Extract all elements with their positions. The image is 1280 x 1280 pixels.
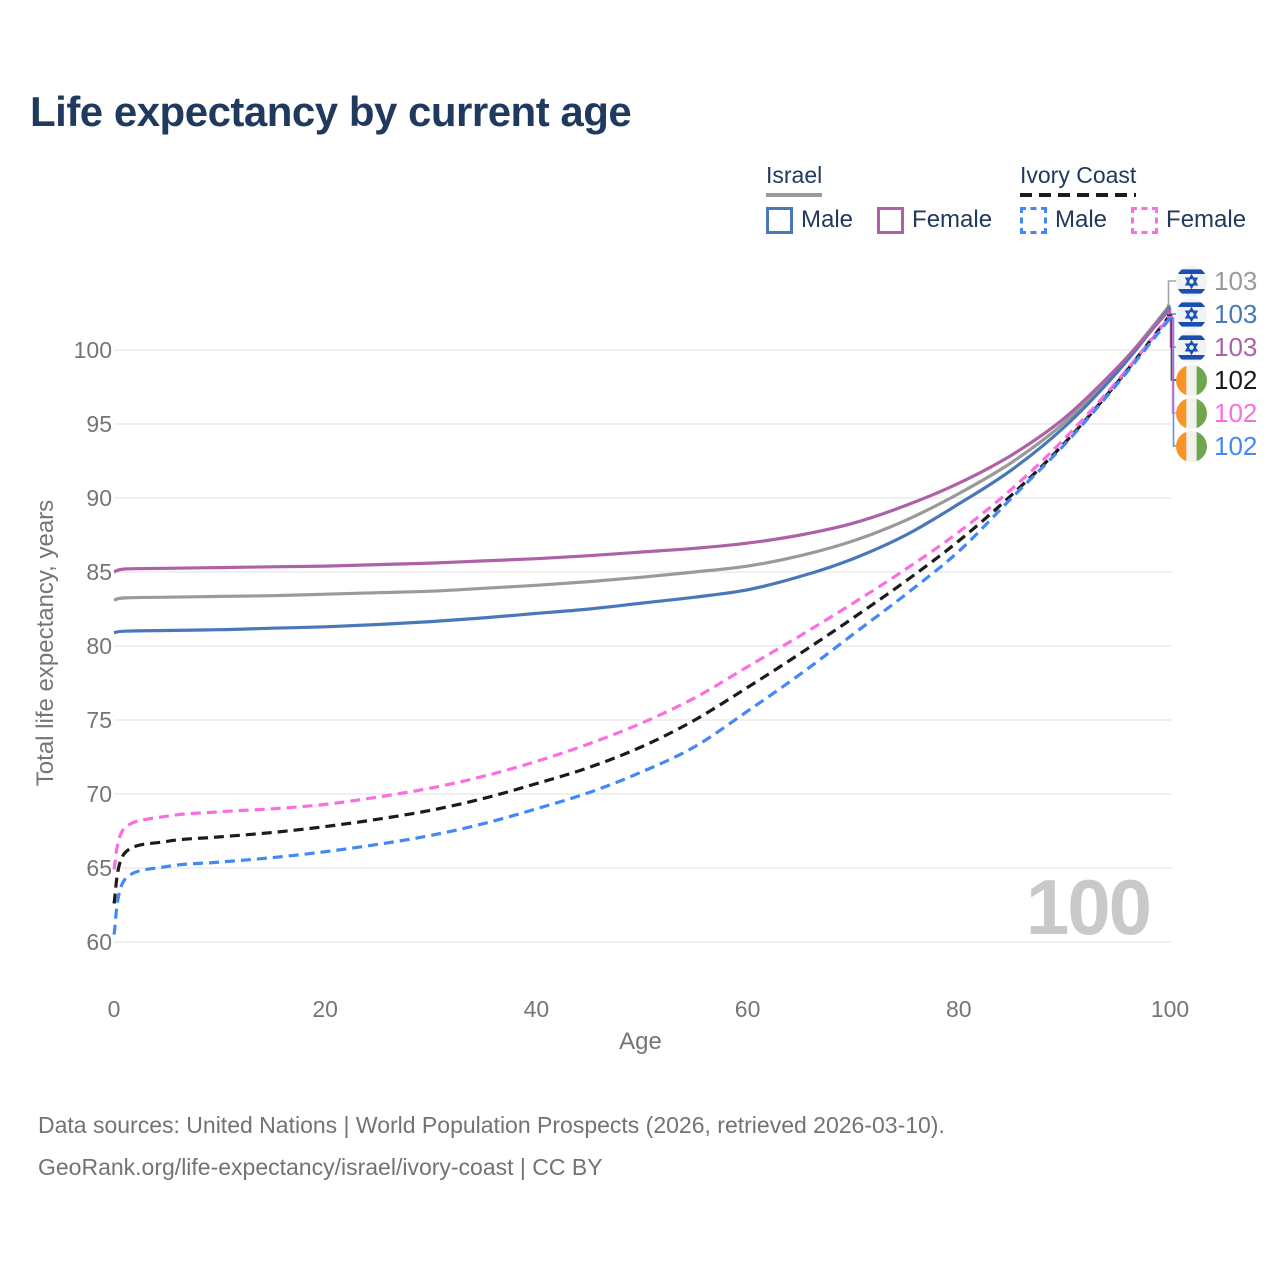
y-tick-label: 95 <box>86 411 112 437</box>
ivory-coast-male-swatch-icon <box>1020 206 1047 234</box>
legend-item-label: Male <box>1055 206 1108 233</box>
label-connector-israel <box>1167 280 1176 306</box>
right-label-row: 103 <box>1176 298 1257 330</box>
footer-attribution: GeoRank.org/life-expectancy/israel/ivory… <box>38 1154 603 1180</box>
series-line-israel <box>113 303 1172 602</box>
legend-item-israel-male[interactable]: Male <box>766 206 853 234</box>
right-label-row: 102 <box>1176 397 1257 429</box>
ivory-coast-female-swatch-icon <box>1131 206 1159 234</box>
y-tick-label: 90 <box>86 485 112 511</box>
y-tick-label: 100 <box>73 337 112 363</box>
series-end-value: 102 <box>1214 430 1258 461</box>
series-line-israel-male <box>113 306 1172 635</box>
right-label-row: 103 <box>1176 265 1257 297</box>
footer-data-sources: Data sources: United Nations | World Pop… <box>38 1112 945 1138</box>
x-tick-label: 100 <box>1150 996 1190 1022</box>
series-line-ivory-coast <box>112 314 1172 904</box>
legend-title-israel: Israel <box>766 162 823 188</box>
series-end-value: 103 <box>1214 298 1258 329</box>
legend-item-label: Male <box>801 206 854 233</box>
series-line-israel-female <box>113 308 1172 574</box>
israel-female-swatch-icon <box>877 206 905 234</box>
y-tick-label: 70 <box>86 781 112 807</box>
y-tick-label: 75 <box>86 707 112 733</box>
right-label-row: 103 <box>1176 331 1257 363</box>
legend-group-ivory-coast: Ivory Coast Male Female <box>1020 162 1246 234</box>
ivory-coast-line-style-icon <box>1020 193 1137 197</box>
legend-item-israel-female[interactable]: Female <box>877 206 992 234</box>
x-tick-label: 0 <box>107 996 121 1022</box>
series-line-ivory-coast-male <box>112 317 1172 935</box>
ivory-coast-flag-icon <box>1176 397 1207 429</box>
ivory-coast-flag-icon <box>1176 364 1207 396</box>
legend-title-ivory-coast: Ivory Coast <box>1020 162 1137 188</box>
legend-item-ivory-coast-male[interactable]: Male <box>1020 206 1107 234</box>
label-connector-ivory-coast-male <box>1167 317 1176 447</box>
watermark-100: 100 <box>1025 863 1152 951</box>
israel-male-swatch-icon <box>766 206 793 234</box>
y-tick-label: 65 <box>86 855 112 881</box>
israel-flag-icon <box>1176 331 1207 363</box>
israel-line-style-icon <box>766 193 823 197</box>
series-end-value: 103 <box>1214 265 1258 296</box>
israel-flag-icon <box>1176 298 1207 330</box>
x-axis-title: Age <box>619 1028 662 1055</box>
right-label-row: 102 <box>1176 364 1257 396</box>
y-tick-label: 60 <box>86 929 112 955</box>
series-end-value: 102 <box>1214 397 1258 428</box>
y-tick-label: 85 <box>86 559 112 585</box>
page-title: Life expectancy by current age <box>30 88 632 135</box>
x-tick-label: 40 <box>523 996 550 1022</box>
legend-item-label: Female <box>1166 206 1247 233</box>
footer: Data sources: United Nations | World Pop… <box>38 1104 945 1188</box>
israel-flag-icon <box>1176 265 1207 297</box>
legend-item-label: Female <box>912 206 993 233</box>
legend-group-israel: Israel Male Female <box>766 162 992 234</box>
series-end-value: 102 <box>1214 364 1258 395</box>
right-label-row: 102 <box>1176 430 1257 462</box>
series-end-value: 103 <box>1214 331 1258 362</box>
y-axis-title: Total life expectancy, years <box>32 499 59 787</box>
y-tick-label: 80 <box>86 633 112 659</box>
ivory-coast-flag-icon <box>1176 430 1207 462</box>
legend-item-ivory-coast-female[interactable]: Female <box>1131 206 1246 234</box>
series-line-ivory-coast-female <box>112 315 1172 870</box>
x-tick-label: 80 <box>946 996 972 1022</box>
x-tick-label: 20 <box>312 996 338 1022</box>
x-tick-label: 60 <box>734 996 761 1022</box>
